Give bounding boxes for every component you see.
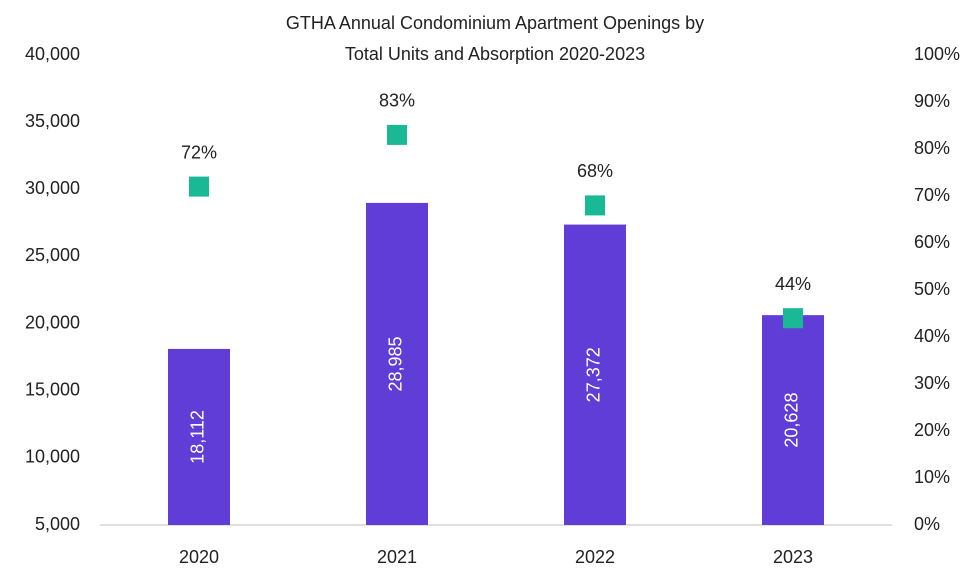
- point-value-label: 68%: [577, 161, 613, 181]
- x-tick-label: 2020: [179, 547, 219, 567]
- y-tick-label: 5,000: [35, 514, 80, 534]
- bar-value-label: 28,985: [386, 336, 406, 391]
- y-tick-label: 35,000: [25, 111, 80, 131]
- point-marker: [585, 195, 605, 216]
- bar: [762, 315, 824, 525]
- bar-value-label: 27,372: [584, 347, 604, 402]
- y-tick-label: 10,000: [25, 447, 80, 467]
- point-marker: [387, 124, 407, 145]
- point-value-label: 44%: [775, 274, 811, 294]
- y2-tick-label: 50%: [914, 279, 950, 299]
- bar: [564, 224, 626, 526]
- y-tick-label: 40,000: [25, 44, 80, 64]
- y-tick-label: 15,000: [25, 379, 80, 399]
- y-tick-label: 20,000: [25, 312, 80, 332]
- point-value-label: 83%: [379, 91, 415, 111]
- bar: [366, 202, 428, 525]
- bar-value-label: 20,628: [782, 393, 802, 448]
- y2-tick-label: 70%: [914, 185, 950, 205]
- x-tick-label: 2021: [377, 547, 417, 567]
- chart-title: GTHA Annual Condominium Apartment Openin…: [286, 13, 704, 33]
- y2-tick-label: 0%: [914, 514, 940, 534]
- bar: [168, 348, 230, 525]
- y2-tick-label: 100%: [914, 44, 960, 64]
- chart-title: Total Units and Absorption 2020-2023: [345, 44, 645, 64]
- y-tick-label: 30,000: [25, 178, 80, 198]
- x-tick-label: 2022: [575, 547, 615, 567]
- y-tick-label: 25,000: [25, 245, 80, 265]
- x-tick-label: 2023: [773, 547, 813, 567]
- y2-tick-label: 90%: [914, 91, 950, 111]
- y2-tick-label: 60%: [914, 232, 950, 252]
- point-marker: [783, 308, 803, 329]
- y2-tick-label: 80%: [914, 138, 950, 158]
- y2-tick-label: 10%: [914, 467, 950, 487]
- y2-tick-label: 30%: [914, 373, 950, 393]
- bar-value-label: 18,112: [188, 410, 208, 464]
- point-value-label: 72%: [181, 142, 217, 162]
- y2-tick-label: 40%: [914, 326, 950, 346]
- point-marker: [189, 176, 209, 197]
- y2-tick-label: 20%: [914, 420, 950, 440]
